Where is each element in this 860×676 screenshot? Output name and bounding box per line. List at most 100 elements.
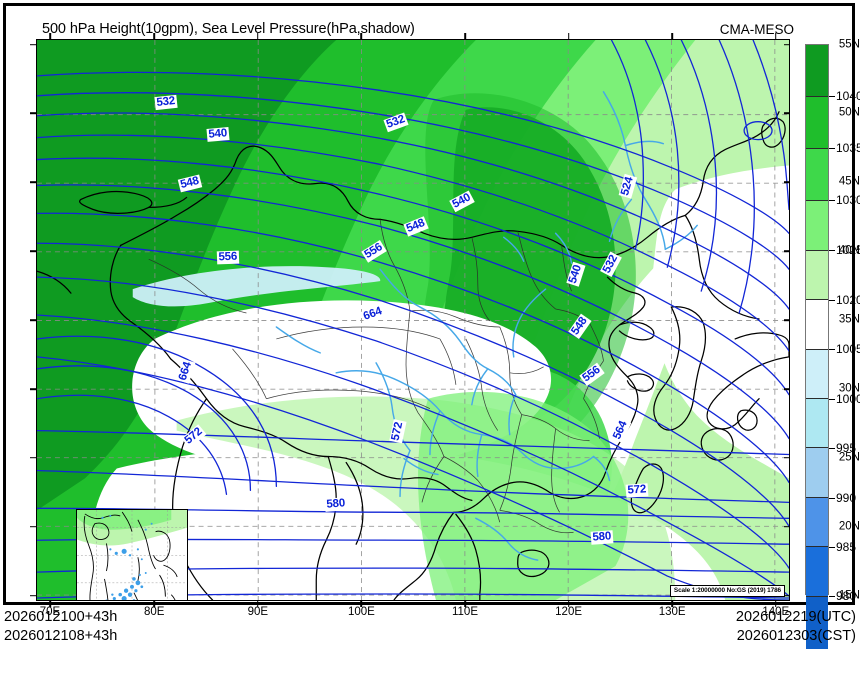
x-tick-mark — [775, 601, 777, 607]
x-tick-mark-top — [360, 33, 363, 39]
y-tick-mark — [30, 319, 36, 321]
contour-label: 532 — [154, 94, 178, 110]
colorbar-swatch — [806, 149, 828, 202]
colorbar-swatch — [806, 547, 828, 597]
x-tick-label: 130E — [658, 606, 686, 618]
x-tick-mark-top — [49, 33, 51, 39]
y-tick-label: 35N — [838, 313, 860, 326]
colorbar-tick — [829, 349, 835, 350]
colorbar-label: 990 — [836, 491, 857, 505]
y-tick-label: 50N — [838, 106, 860, 119]
x-tick-mark-top — [464, 33, 466, 39]
x-tick-label: 90E — [247, 606, 269, 618]
y-tick-mark — [30, 112, 36, 115]
colorbar-label: 1040 — [836, 89, 860, 103]
y-tick-mark — [30, 457, 36, 459]
y-tick-mark-right — [784, 250, 790, 252]
x-tick-mark-top — [153, 33, 155, 39]
inset-graticule — [77, 510, 187, 600]
x-tick-label: 110E — [451, 606, 478, 618]
colorbar-label: 1005 — [836, 342, 860, 356]
footer-initial-times: 2026012100+43h 2026012108+43h — [4, 608, 117, 646]
x-tick-mark-top — [567, 33, 570, 39]
inset-islands — [101, 514, 153, 600]
x-tick-mark-top — [775, 33, 777, 39]
colorbar-label: 1025 — [836, 243, 860, 257]
x-tick-label: 70E — [39, 606, 61, 618]
footer-init-cst: 2026012108+43h — [4, 628, 118, 645]
colorbar-label: 1000 — [836, 392, 860, 406]
colorbar-swatch — [806, 97, 828, 150]
y-tick-mark-right — [784, 319, 790, 321]
y-tick-mark-right — [784, 43, 790, 46]
footer-valid-cst: 2026012303(CST) — [736, 628, 856, 645]
contour-label: 580 — [590, 530, 614, 545]
colorbar-label: 1030 — [836, 193, 860, 207]
footer-init-utc: 2026012100+43h — [4, 609, 118, 625]
south-china-sea-inset-map[interactable]: Scale 1:40000000 — [76, 509, 188, 600]
x-tick-label: 80E — [143, 606, 165, 618]
y-tick-mark-right — [784, 457, 790, 459]
x-tick-mark-top — [671, 33, 673, 39]
x-tick-mark — [567, 601, 570, 607]
footer-valid-times: 2026012219(UTC) 2026012303(CST) — [736, 608, 856, 646]
y-tick-mark — [30, 526, 36, 528]
y-tick-label: 15N — [838, 588, 860, 601]
y-tick-label: 20N — [838, 520, 860, 533]
x-tick-mark — [153, 601, 155, 607]
y-tick-mark — [30, 388, 36, 390]
contour-label: 540 — [206, 127, 230, 142]
y-tick-mark-right — [784, 526, 790, 528]
map-plot-area[interactable]: 532 532 524 540 540 540 532 548 548 548 … — [36, 39, 790, 601]
graticule — [37, 40, 789, 600]
colorbar-tick — [829, 596, 835, 597]
y-tick-label: 40N — [838, 244, 860, 257]
colorbar-label: 1035 — [836, 141, 860, 155]
rivers — [275, 91, 698, 561]
colorbar-label: 980 — [836, 589, 857, 603]
y-tick-mark — [30, 594, 36, 597]
y-tick-mark-right — [784, 388, 790, 390]
colorbar-tick — [829, 250, 835, 251]
slp-lightblue-strip — [132, 266, 381, 307]
colorbar-tick — [829, 399, 835, 400]
y-tick-label: 55N — [838, 37, 860, 50]
colorbar[interactable] — [805, 44, 829, 649]
y-tick-label: 45N — [838, 175, 860, 188]
contour-label: 580 — [324, 497, 348, 512]
y-tick-label: 25N — [838, 451, 860, 464]
colorbar-tick — [829, 448, 835, 449]
y-tick-mark-right — [784, 594, 790, 597]
model-label: CMA-MESO — [719, 22, 794, 37]
colorbar-label: 995 — [836, 441, 857, 455]
colorbar-tick — [829, 547, 835, 548]
colorbar-tick — [829, 200, 835, 201]
colorbar-swatch — [806, 399, 828, 449]
y-tick-mark-right — [784, 112, 790, 115]
y-tick-mark — [30, 181, 36, 184]
colorbar-swatch — [806, 300, 828, 350]
colorbar-label: 1020 — [836, 293, 860, 307]
colorbar-swatch — [806, 45, 828, 98]
slp-band-1040 — [37, 40, 337, 511]
slp-white-se-ocean — [651, 165, 789, 479]
x-tick-mark — [464, 601, 466, 607]
x-tick-label: 120E — [555, 606, 583, 618]
colorbar-swatch — [806, 497, 828, 548]
colorbar-tick — [829, 300, 835, 301]
height-contour-closed — [743, 121, 773, 141]
page-title: 500 hPa Height(10gpm), Sea Level Pressur… — [42, 21, 415, 37]
colorbar-tick — [829, 148, 835, 149]
footer-valid-utc: 2026012219(UTC) — [735, 609, 856, 625]
x-tick-mark — [49, 601, 51, 607]
y-tick-mark-right — [784, 181, 790, 184]
x-tick-mark-top — [257, 33, 259, 39]
colorbar-tick — [829, 498, 835, 499]
colorbar-swatch — [806, 448, 828, 498]
y-tick-mark — [30, 43, 36, 46]
colorbar-swatch — [806, 349, 828, 400]
colorbar-tick — [829, 96, 835, 97]
colorbar-swatch — [806, 596, 828, 649]
x-tick-label: 140E — [762, 606, 790, 618]
